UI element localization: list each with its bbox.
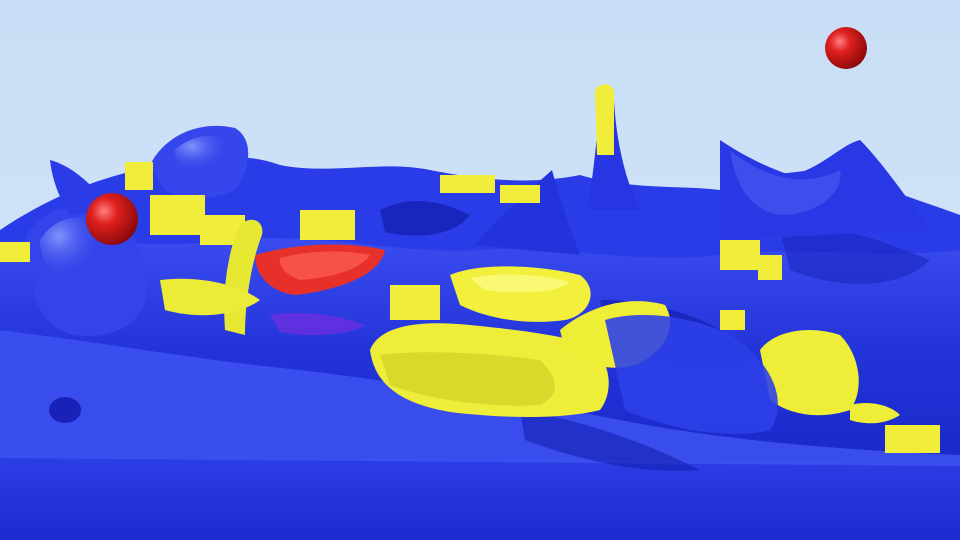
wave-shadow [380,200,470,236]
yellow-patches-back [0,162,940,453]
left-wave-highlight [40,217,104,280]
wave-shadow [780,227,930,284]
middle-peak [475,170,580,255]
red-patch-highlight [279,251,370,280]
right-ridge-highlight [730,150,841,215]
yellow-blob-right-flow [850,403,900,424]
blue-crest-front [605,315,778,434]
yellow-flow-left [160,278,260,316]
dark-blob-left [49,397,81,423]
yellow-tube-highlight [470,274,570,293]
yellow-blob-center-shade [380,352,555,406]
red-sphere-left [86,193,138,245]
fluid-front-slab [0,455,960,540]
yellow-blob-right [760,330,859,416]
wave-shadow [520,410,700,471]
red-sphere-right [825,27,867,69]
upper-left-lobe-highlight [175,135,231,172]
magenta-reflection [270,313,365,336]
central-spike-yellow-tip [595,84,614,155]
